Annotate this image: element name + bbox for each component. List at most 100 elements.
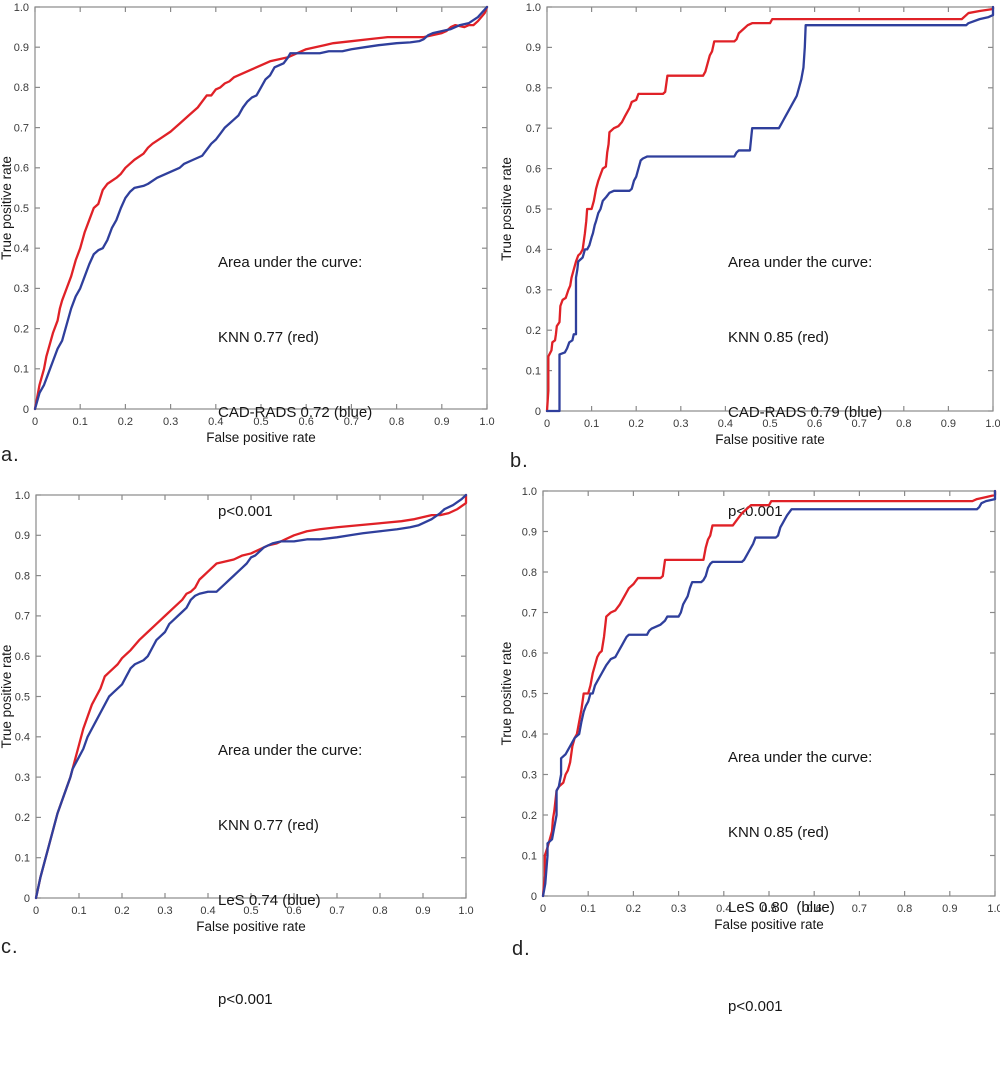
svg-text:0: 0 [23, 404, 29, 416]
roc-curve-les [34, 493, 468, 900]
svg-text:0.7: 0.7 [852, 903, 867, 915]
svg-text:1.0: 1.0 [526, 2, 541, 14]
svg-text:0.2: 0.2 [629, 418, 644, 430]
svg-text:0.8: 0.8 [897, 903, 912, 915]
svg-text:0.4: 0.4 [15, 732, 30, 744]
svg-text:0.2: 0.2 [526, 325, 541, 337]
annotation-pvalue: p<0.001 [218, 991, 273, 1008]
svg-text:0.6: 0.6 [526, 163, 541, 175]
svg-text:0.4: 0.4 [522, 729, 537, 741]
roc-curve-knn [541, 489, 997, 898]
svg-text:0: 0 [33, 905, 39, 917]
svg-text:0.1: 0.1 [15, 853, 30, 865]
x-axis-label: False positive rate [206, 430, 316, 445]
svg-text:0.1: 0.1 [526, 365, 541, 377]
annotation-blue-series: LeS 0.74 (blue) [218, 892, 321, 909]
roc-curve-cad-rads [545, 5, 995, 413]
annotation-title: Area under the curve: [728, 749, 873, 766]
svg-text:0.5: 0.5 [761, 903, 776, 915]
svg-text:0.2: 0.2 [14, 323, 29, 335]
roc-panel-b: 0 0.1 0.2 0.3 0.4 0.5 0.6 0.7 0.8 0.9 1.0 0 0.1 0.2 0.… [500, 0, 1000, 520]
annotation-pvalue: p<0.001 [218, 503, 273, 520]
annotation-red-series: KNN 0.77 (red) [218, 817, 319, 834]
svg-text:0.6: 0.6 [299, 416, 314, 428]
auc-annotation-d: Area under the curve: KNN 0.85 (red) LeS… [728, 695, 872, 1069]
panel-letter-d: d. [512, 938, 531, 960]
svg-text:1.0: 1.0 [522, 486, 537, 498]
svg-text:0: 0 [24, 893, 30, 905]
roc-chart-b: 0 0.1 0.2 0.3 0.4 0.5 0.6 0.7 0.8 0.9 1.0 0 0.1 0.2 0.… [500, 2, 1000, 447]
svg-text:0.5: 0.5 [15, 691, 30, 703]
svg-text:0.6: 0.6 [807, 903, 822, 915]
svg-text:0.6: 0.6 [522, 648, 537, 660]
svg-text:0.1: 0.1 [584, 418, 599, 430]
svg-text:0.7: 0.7 [526, 123, 541, 135]
svg-text:0: 0 [531, 891, 537, 903]
svg-text:0: 0 [540, 903, 546, 915]
annotation-red-series: KNN 0.85 (red) [728, 824, 829, 841]
svg-text:0: 0 [544, 418, 550, 430]
svg-text:0.1: 0.1 [71, 905, 86, 917]
annotation-red-series: KNN 0.77 (red) [218, 329, 319, 346]
panel-letter-b: b. [510, 450, 529, 472]
svg-text:0: 0 [32, 416, 38, 428]
svg-text:0.8: 0.8 [522, 567, 537, 579]
svg-text:0.3: 0.3 [671, 903, 686, 915]
annotation-blue-series: CAD-RADS 0.72 (blue) [218, 404, 373, 421]
annotation-pvalue: p<0.001 [728, 503, 783, 520]
svg-text:0.6: 0.6 [15, 651, 30, 663]
y-axis-label: True positive rate [500, 642, 514, 746]
svg-text:0.5: 0.5 [243, 905, 258, 917]
svg-text:0.3: 0.3 [673, 418, 688, 430]
auc-annotation-b: Area under the curve: KNN 0.85 (red) CAD… [728, 200, 882, 574]
svg-text:0.5: 0.5 [522, 688, 537, 700]
annotation-red-series: KNN 0.85 (red) [728, 329, 829, 346]
roc-curve-knn [34, 493, 468, 900]
svg-text:0.6: 0.6 [807, 418, 822, 430]
y-axis-label: True positive rate [0, 156, 14, 260]
roc-curve-knn [545, 5, 995, 413]
roc-curve-les [541, 489, 997, 898]
roc-curve-cad-rads [33, 5, 489, 411]
svg-text:0.3: 0.3 [163, 416, 178, 428]
svg-text:0.1: 0.1 [522, 850, 537, 862]
annotation-title: Area under the curve: [218, 254, 363, 271]
svg-text:0.5: 0.5 [253, 416, 268, 428]
svg-text:0.9: 0.9 [415, 905, 430, 917]
annotation-blue-series: LeS 0.80 (blue) [728, 899, 835, 916]
svg-text:0.8: 0.8 [389, 416, 404, 428]
roc-chart-d: 0 0.1 0.2 0.3 0.4 0.5 0.6 0.7 0.8 0.9 1.0 0 0.1 0.2 0.… [500, 486, 1000, 932]
svg-text:1.0: 1.0 [15, 490, 30, 502]
svg-text:0.4: 0.4 [200, 905, 215, 917]
svg-text:1.0: 1.0 [14, 2, 29, 14]
svg-text:0: 0 [535, 406, 541, 418]
panel-letter-a: a. [1, 444, 20, 466]
annotation-pvalue: p<0.001 [728, 998, 783, 1015]
auc-annotation-a: Area under the curve: KNN 0.77 (red) CAD… [218, 200, 372, 574]
svg-text:0.7: 0.7 [344, 416, 359, 428]
svg-text:1.0: 1.0 [987, 903, 1000, 915]
svg-text:0.8: 0.8 [14, 82, 29, 94]
roc-panel-a: 0 0.1 0.2 0.3 0.4 0.5 0.6 0.7 0.8 0.9 1.0 0 0.1 0.2 0.… [0, 0, 500, 520]
svg-text:0.4: 0.4 [718, 418, 733, 430]
annotation-blue-series: CAD-RADS 0.79 (blue) [728, 404, 883, 421]
roc-chart-c: 0 0.1 0.2 0.3 0.4 0.5 0.6 0.7 0.8 0.9 1.0 0 0.1 0.2 0.… [0, 490, 474, 934]
x-axis-label: False positive rate [714, 917, 824, 932]
svg-text:0.2: 0.2 [114, 905, 129, 917]
svg-text:0.2: 0.2 [118, 416, 133, 428]
svg-text:0.2: 0.2 [626, 903, 641, 915]
svg-text:0.1: 0.1 [14, 364, 29, 376]
roc-panel-c: 0 0.1 0.2 0.3 0.4 0.5 0.6 0.7 0.8 0.9 1.0 0 0.1 0.2 0.… [0, 483, 500, 1008]
svg-text:0.7: 0.7 [329, 905, 344, 917]
svg-text:0.6: 0.6 [14, 163, 29, 175]
svg-text:1.0: 1.0 [985, 418, 1000, 430]
svg-text:0.9: 0.9 [526, 42, 541, 54]
y-axis-label: True positive rate [500, 157, 514, 261]
svg-text:0.7: 0.7 [15, 611, 30, 623]
svg-text:0.1: 0.1 [581, 903, 596, 915]
roc-panel-d: 0 0.1 0.2 0.3 0.4 0.5 0.6 0.7 0.8 0.9 1.0 0 0.1 0.2 0.… [500, 483, 1000, 1015]
panel-letter-c: c. [1, 936, 19, 958]
svg-text:0.3: 0.3 [14, 283, 29, 295]
svg-text:0.3: 0.3 [522, 769, 537, 781]
svg-text:0.8: 0.8 [526, 83, 541, 95]
